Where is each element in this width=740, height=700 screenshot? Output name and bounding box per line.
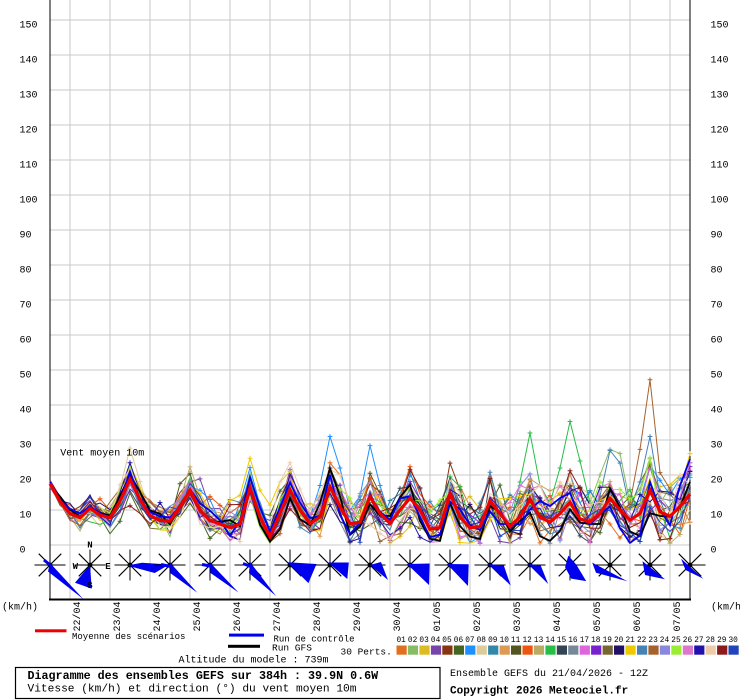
- svg-text:60: 60: [711, 335, 723, 346]
- svg-text:03/05: 03/05: [512, 601, 524, 631]
- svg-text:03: 03: [419, 637, 429, 645]
- svg-text:90: 90: [711, 230, 723, 241]
- svg-text:Ensemble GEFS du 21/04/2026 -: Ensemble GEFS du 21/04/2026 - 12Z: [450, 668, 648, 680]
- svg-text:E: E: [105, 562, 111, 572]
- svg-text:01/05: 01/05: [432, 601, 444, 631]
- svg-text:(km/h): (km/h): [711, 602, 740, 614]
- svg-text:05: 05: [442, 637, 452, 645]
- svg-text:60: 60: [20, 335, 32, 346]
- svg-text:110: 110: [20, 160, 38, 171]
- svg-text:06: 06: [454, 637, 464, 645]
- svg-text:21: 21: [626, 637, 636, 645]
- svg-text:22: 22: [637, 637, 647, 645]
- svg-text:80: 80: [711, 265, 723, 276]
- svg-text:02: 02: [408, 637, 418, 645]
- svg-text:20: 20: [20, 475, 32, 486]
- svg-text:90: 90: [20, 230, 32, 241]
- svg-text:06/05: 06/05: [632, 601, 644, 631]
- svg-text:130: 130: [20, 90, 38, 101]
- svg-text:70: 70: [20, 300, 32, 311]
- svg-text:20: 20: [711, 475, 723, 486]
- svg-text:12: 12: [523, 637, 533, 645]
- svg-text:04/05: 04/05: [552, 601, 564, 631]
- svg-text:08: 08: [477, 637, 487, 645]
- svg-text:29: 29: [717, 637, 727, 645]
- svg-text:17: 17: [580, 637, 590, 645]
- svg-text:05/05: 05/05: [592, 601, 604, 631]
- svg-text:30/04: 30/04: [392, 601, 404, 631]
- svg-text:Vent moyen 10m: Vent moyen 10m: [60, 449, 144, 460]
- svg-text:15: 15: [557, 637, 567, 645]
- svg-text:Run de contrôle: Run de contrôle: [274, 635, 355, 645]
- svg-text:100: 100: [711, 195, 729, 206]
- svg-text:70: 70: [711, 300, 723, 311]
- svg-text:80: 80: [20, 265, 32, 276]
- svg-text:20: 20: [614, 637, 624, 645]
- svg-text:30 Perts.: 30 Perts.: [341, 647, 392, 658]
- svg-text:18: 18: [591, 637, 601, 645]
- svg-text:23/04: 23/04: [112, 601, 124, 631]
- svg-text:S: S: [87, 581, 93, 591]
- svg-text:16: 16: [568, 637, 578, 645]
- svg-text:Diagramme des ensembles GEFS s: Diagramme des ensembles GEFS sur 384h : …: [28, 669, 380, 683]
- svg-text:130: 130: [711, 90, 729, 101]
- svg-text:10: 10: [20, 510, 32, 521]
- svg-text:30: 30: [711, 440, 723, 451]
- svg-text:140: 140: [20, 55, 38, 66]
- svg-text:11: 11: [511, 637, 521, 645]
- svg-text:24/04: 24/04: [152, 601, 164, 631]
- svg-text:25/04: 25/04: [192, 601, 204, 631]
- svg-text:23: 23: [648, 637, 658, 645]
- svg-text:14: 14: [545, 637, 555, 645]
- svg-text:29/04: 29/04: [352, 601, 364, 631]
- svg-text:Copyright 2026 Meteociel.fr: Copyright 2026 Meteociel.fr: [450, 686, 628, 698]
- svg-text:150: 150: [711, 20, 729, 31]
- svg-text:140: 140: [711, 55, 729, 66]
- svg-text:30: 30: [20, 440, 32, 451]
- svg-text:120: 120: [711, 125, 729, 136]
- svg-text:28: 28: [706, 637, 716, 645]
- svg-text:100: 100: [20, 195, 38, 206]
- svg-text:24: 24: [660, 637, 670, 645]
- svg-text:10: 10: [500, 637, 510, 645]
- svg-text:0: 0: [20, 545, 26, 556]
- svg-text:50: 50: [20, 370, 32, 381]
- svg-text:40: 40: [711, 405, 723, 416]
- svg-text:22/04: 22/04: [72, 601, 84, 631]
- svg-text:13: 13: [534, 637, 544, 645]
- svg-text:02/05: 02/05: [472, 601, 484, 631]
- svg-text:Altitude du modele : 739m: Altitude du modele : 739m: [179, 655, 329, 667]
- svg-text:27: 27: [694, 637, 704, 645]
- svg-text:26: 26: [683, 637, 693, 645]
- svg-text:10: 10: [711, 510, 723, 521]
- svg-text:Moyenne des scénarios: Moyenne des scénarios: [72, 632, 185, 642]
- svg-text:150: 150: [20, 20, 38, 31]
- svg-text:04: 04: [431, 637, 441, 645]
- svg-text:40: 40: [20, 405, 32, 416]
- svg-text:07/05: 07/05: [672, 601, 684, 631]
- svg-text:25: 25: [671, 637, 681, 645]
- svg-text:30: 30: [729, 637, 739, 645]
- svg-text:50: 50: [711, 370, 723, 381]
- svg-text:28/04: 28/04: [312, 601, 324, 631]
- svg-text:0: 0: [711, 545, 717, 556]
- svg-text:(km/h): (km/h): [2, 602, 38, 614]
- svg-text:01: 01: [397, 637, 407, 645]
- svg-text:N: N: [87, 541, 92, 551]
- svg-text:09: 09: [488, 637, 498, 645]
- svg-text:Run GFS: Run GFS: [272, 643, 312, 654]
- svg-text:07: 07: [465, 637, 475, 645]
- svg-text:27/04: 27/04: [272, 601, 284, 631]
- svg-text:W: W: [73, 562, 79, 572]
- svg-text:19: 19: [603, 637, 613, 645]
- svg-text:26/04: 26/04: [232, 601, 244, 631]
- svg-text:Vitesse (km/h) et direction (°: Vitesse (km/h) et direction (°) du vent …: [28, 684, 357, 696]
- svg-text:120: 120: [20, 125, 38, 136]
- svg-text:110: 110: [711, 160, 729, 171]
